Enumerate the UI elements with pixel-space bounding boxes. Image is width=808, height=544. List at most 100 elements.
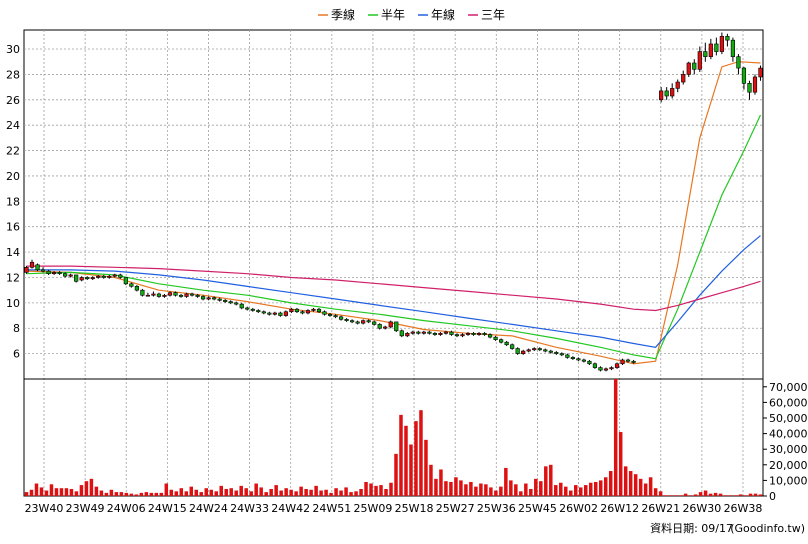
candle [703, 42, 708, 62]
candle-body [372, 321, 377, 325]
candle [383, 325, 388, 330]
candle-body [35, 264, 40, 271]
volume-bar [693, 494, 698, 496]
candle-body [250, 308, 255, 311]
candle [134, 285, 139, 292]
volume-bar [149, 492, 154, 496]
candle [510, 343, 515, 350]
candle-body [278, 312, 283, 316]
candle-body [206, 297, 211, 300]
candle [24, 266, 29, 274]
volume-bar [429, 464, 433, 496]
legend-item-2: 年線 [418, 7, 455, 22]
candle [603, 367, 609, 372]
candle-body [487, 334, 493, 338]
volume-bar [698, 492, 703, 496]
candle [515, 347, 520, 355]
legend-item-0: 季線 [318, 7, 355, 22]
candle [68, 273, 73, 278]
volume-bar [54, 488, 59, 496]
candle-body [714, 43, 719, 52]
candle-body [405, 333, 410, 337]
candle [405, 332, 410, 338]
candle-body [200, 296, 206, 300]
volume-bar [613, 379, 618, 496]
candle-body [548, 350, 553, 353]
candle-body [526, 349, 531, 352]
volume-bar [723, 495, 728, 496]
x-axis: 23W40 23W49 24W06 24W15 24W24 24W33 24W42 24W51… [25, 502, 763, 515]
candle [565, 353, 570, 359]
candle-body [570, 357, 575, 359]
candle [631, 359, 636, 364]
volume-bar [588, 482, 593, 496]
volume-bar [254, 483, 258, 496]
candle [283, 310, 288, 317]
volume-bar [319, 490, 323, 496]
candle [499, 338, 504, 344]
candle-body [24, 267, 29, 273]
candle-body [443, 331, 449, 334]
price-y-tick-label: 6 [13, 348, 20, 361]
candle-body [189, 293, 195, 296]
candle-body [90, 277, 95, 280]
volume-bar [194, 489, 199, 496]
candle [206, 296, 211, 301]
volume-bar [249, 491, 253, 496]
x-tick-label: 26W02 [559, 502, 598, 515]
volume-bar [524, 483, 528, 496]
candle [421, 330, 426, 335]
x-tick-label: 26W12 [600, 502, 639, 515]
candle-body [245, 307, 250, 310]
candle-body [388, 321, 393, 328]
candle-body [758, 67, 763, 78]
candle-body [432, 333, 437, 335]
candle-body [46, 270, 51, 274]
x-tick-label: 25W09 [354, 502, 393, 515]
candle [173, 291, 178, 297]
candle [438, 332, 443, 336]
volume-bar [174, 491, 179, 496]
candle [223, 299, 228, 303]
volume-bar [259, 487, 263, 496]
footer-source: (Goodinfo.tw) [730, 522, 805, 535]
candle-body [74, 274, 79, 282]
candle-body [96, 275, 101, 278]
candle [344, 318, 349, 322]
series-line-1 [26, 114, 762, 360]
volume-bar [583, 485, 588, 496]
candle-body [107, 275, 112, 278]
legend-item-1: 半年 [368, 8, 405, 22]
volume-bar [344, 487, 348, 496]
candle [471, 332, 476, 336]
candle [300, 310, 305, 315]
candle-body [493, 336, 498, 340]
candle-body [79, 277, 84, 281]
candle [675, 79, 680, 93]
volume-bar [404, 425, 408, 496]
candle-body [730, 39, 736, 57]
volume-y-tick-label: 30,000 [769, 443, 808, 456]
volume-bar [34, 483, 39, 496]
candle [145, 292, 151, 297]
candle [184, 292, 189, 298]
candle [686, 61, 691, 77]
volume-bar [199, 492, 204, 496]
footer-date-label: 資料日期: 09/17 [650, 521, 733, 535]
volume-bar [109, 489, 114, 496]
volume-y-tick-label: 60,000 [769, 396, 808, 409]
volume-bar [593, 481, 598, 496]
candle [692, 59, 697, 75]
legend-label: 年線 [431, 7, 455, 22]
price-panel: 6 8 10 12 14 16 18 20 22 24 26 28 30 [6, 29, 764, 496]
volume-bar [79, 485, 84, 496]
candle-body [283, 311, 288, 316]
volume-bar [718, 493, 723, 496]
volume-bar [339, 490, 343, 496]
candle-body [471, 333, 476, 335]
candle-body [631, 360, 636, 363]
candle-body [167, 292, 173, 296]
x-tick-label: 23W40 [25, 502, 64, 515]
price-y-tick-label: 8 [13, 322, 20, 335]
